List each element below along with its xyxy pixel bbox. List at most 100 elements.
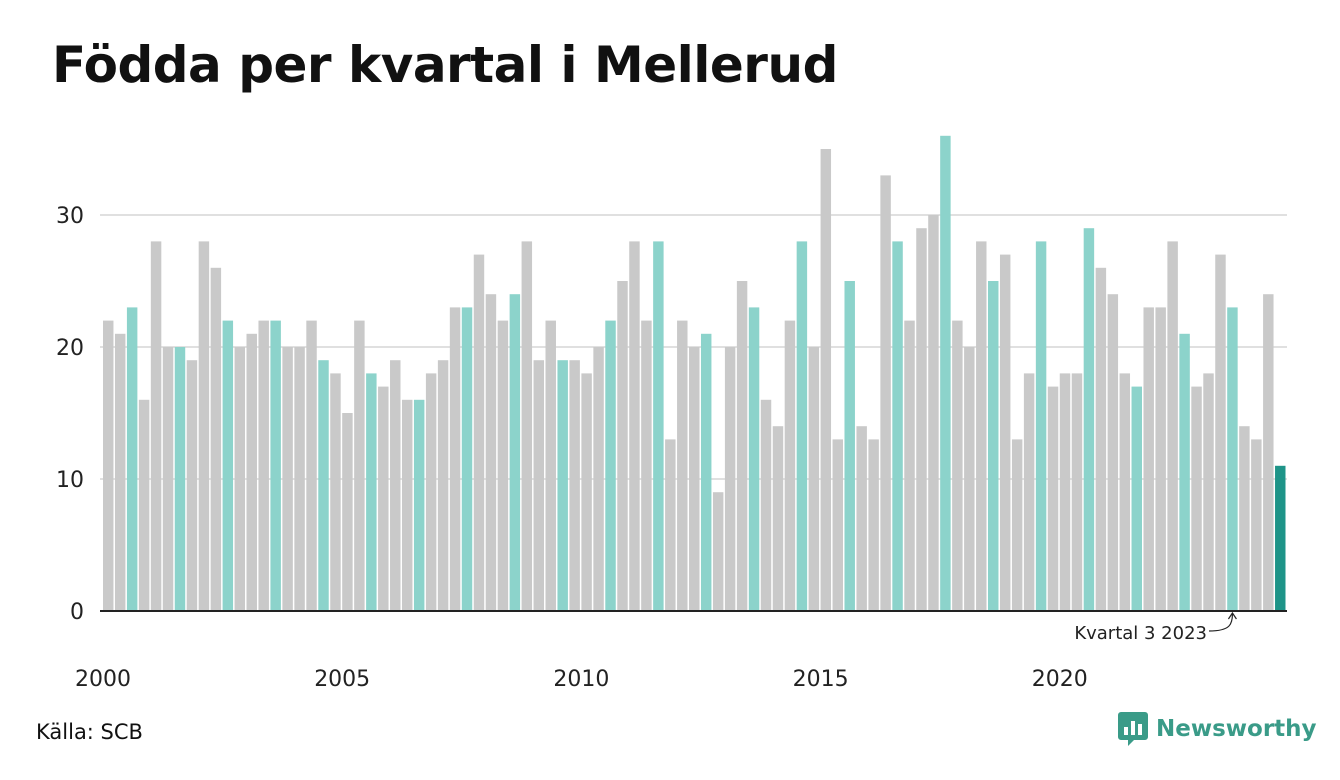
bar [952, 320, 963, 611]
bar [210, 267, 222, 611]
bar [581, 373, 592, 611]
bar [521, 241, 533, 611]
bar [509, 294, 521, 611]
bar [1023, 373, 1035, 611]
bar [1083, 228, 1095, 611]
bar [999, 254, 1011, 611]
bar [736, 281, 748, 611]
bar [1119, 373, 1131, 611]
bar [401, 399, 413, 611]
bar [808, 347, 820, 611]
y-tick-label: 20 [56, 336, 84, 361]
source-label: Källa: SCB [36, 720, 143, 744]
bar [1035, 241, 1047, 611]
brand-name: Newsworthy [1156, 716, 1317, 742]
bar [1275, 465, 1286, 611]
bar [784, 320, 796, 611]
bar [976, 241, 987, 611]
bar [150, 241, 162, 611]
bar [1263, 294, 1274, 611]
bar [820, 149, 832, 611]
bar [1059, 373, 1071, 611]
bars [103, 135, 1286, 612]
annotation-label: Kvartal 3 2023 [1074, 623, 1207, 644]
bar [1071, 373, 1083, 611]
bar [892, 241, 903, 611]
bar [629, 241, 640, 611]
bar [880, 175, 891, 611]
bar [677, 320, 688, 611]
bar [330, 373, 341, 611]
bar [545, 320, 556, 611]
bar [437, 360, 449, 611]
bar [306, 320, 317, 611]
bar [461, 307, 473, 611]
bar [533, 360, 545, 611]
x-tick-label: 2005 [314, 667, 370, 692]
bar [1203, 373, 1214, 611]
bar [342, 413, 353, 611]
y-tick-label: 10 [56, 468, 84, 493]
bar [354, 320, 365, 611]
y-tick-label: 30 [56, 204, 84, 229]
x-tick-label: 2015 [793, 667, 849, 692]
bar [1107, 294, 1119, 611]
chart-title: Födda per kvartal i Mellerud [52, 36, 838, 94]
bar [617, 281, 628, 611]
bar [449, 307, 461, 611]
bar [689, 347, 700, 611]
bar [724, 347, 736, 611]
bar [234, 347, 246, 611]
bar [103, 320, 114, 611]
bar [928, 215, 939, 611]
bar [162, 347, 174, 611]
bar [760, 399, 772, 611]
bar [497, 320, 509, 611]
bar [748, 307, 760, 611]
bar [1155, 307, 1166, 611]
bar [318, 360, 329, 611]
axes: 0 10 20 30 2000 2005 2010 2015 2020 [56, 204, 1287, 692]
annotation-arrow [1208, 613, 1234, 632]
bar [940, 135, 951, 612]
bar [378, 386, 389, 611]
bar [916, 228, 927, 611]
bar [246, 333, 257, 611]
bar [569, 360, 580, 611]
bar [294, 347, 305, 611]
bar [700, 333, 712, 611]
bar [593, 347, 604, 611]
bar [1227, 307, 1238, 611]
bar [174, 347, 186, 611]
bar [1179, 333, 1190, 611]
bar [772, 426, 784, 611]
bar [712, 492, 724, 611]
bar [258, 320, 269, 611]
annotation-arrowhead [1227, 611, 1237, 620]
annotation: Kvartal 3 2023 [1074, 611, 1237, 644]
bar [796, 241, 808, 611]
bar [844, 281, 855, 611]
bar [1143, 307, 1154, 611]
bar [282, 347, 293, 611]
x-tick-label: 2000 [75, 667, 131, 692]
bar [270, 320, 281, 611]
bar [641, 320, 652, 611]
bar [485, 294, 497, 611]
bar [222, 320, 234, 611]
newsworthy-logo-icon [1118, 712, 1148, 746]
bar-chart: 0 10 20 30 2000 2005 2010 2015 2020 Kvartal 3 20… [56, 135, 1287, 692]
bar [1131, 386, 1142, 611]
bar [868, 439, 879, 611]
bar [126, 307, 138, 611]
bar [138, 399, 150, 611]
bar [1239, 426, 1250, 611]
bar [1167, 241, 1178, 611]
bar [988, 281, 999, 611]
bar [665, 439, 676, 611]
bar [186, 360, 198, 611]
y-tick-label: 0 [70, 600, 84, 625]
bar [1011, 439, 1023, 611]
bar [557, 360, 568, 611]
bar [653, 241, 664, 611]
